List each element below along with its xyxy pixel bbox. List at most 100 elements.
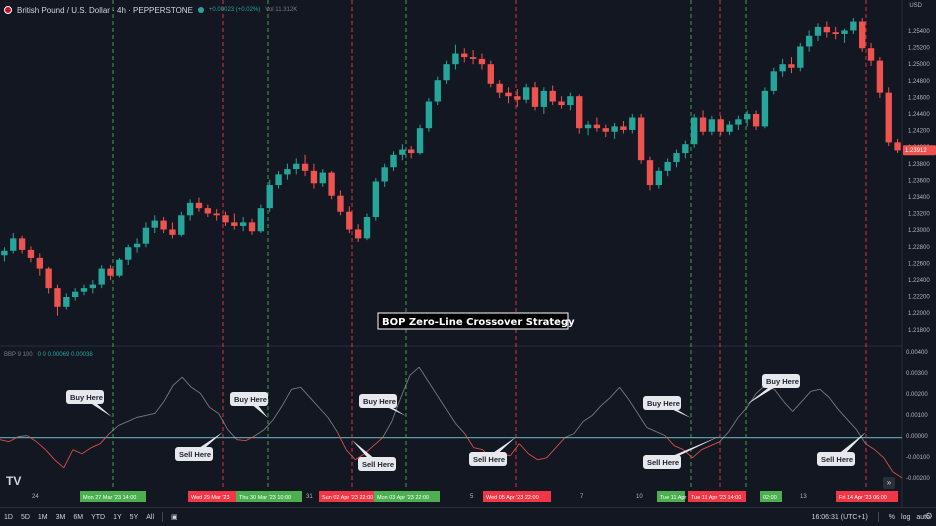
sell-callout[interactable] xyxy=(358,457,396,471)
candle-up[interactable] xyxy=(814,26,822,36)
candle-up[interactable] xyxy=(841,30,848,34)
candle-down[interactable] xyxy=(231,222,238,226)
candle-up[interactable] xyxy=(744,113,751,120)
candle-down[interactable] xyxy=(867,48,875,61)
scroll-to-realtime-icon[interactable]: » xyxy=(883,477,895,489)
candle-down[interactable] xyxy=(832,32,839,34)
candle-down[interactable] xyxy=(514,96,521,100)
candle-up[interactable] xyxy=(363,217,371,239)
buy-date-tag[interactable] xyxy=(374,491,440,502)
indicator-name[interactable]: BBP 9 100 xyxy=(4,352,33,358)
candle-down[interactable] xyxy=(717,119,724,132)
candle-up[interactable] xyxy=(142,227,150,244)
candle-up[interactable] xyxy=(522,87,530,100)
sell-date-tag[interactable] xyxy=(483,491,551,502)
candle-up[interactable] xyxy=(584,124,592,129)
candle-down[interactable] xyxy=(248,222,256,232)
range-5d-button[interactable]: 5D xyxy=(20,513,30,521)
candle-down[interactable] xyxy=(593,124,601,129)
buy-date-tag[interactable] xyxy=(657,491,685,502)
candle-down[interactable] xyxy=(469,57,477,59)
candle-down[interactable] xyxy=(699,117,707,132)
candle-up[interactable] xyxy=(655,170,662,186)
candle-up[interactable] xyxy=(133,243,141,248)
candle-down[interactable] xyxy=(487,64,494,84)
candle-down[interactable] xyxy=(549,90,556,102)
candle-down[interactable] xyxy=(505,92,512,97)
candle-up[interactable] xyxy=(151,220,158,228)
candle-up[interactable] xyxy=(293,163,300,170)
candle-up[interactable] xyxy=(691,117,698,145)
candle-down[interactable] xyxy=(346,211,353,230)
candle-down[interactable] xyxy=(646,160,654,186)
range-1m-button[interactable]: 1M xyxy=(37,513,48,521)
candle-up[interactable] xyxy=(319,172,326,184)
buy-date-tag[interactable] xyxy=(760,491,782,502)
candle-up[interactable] xyxy=(540,90,548,107)
candle-up[interactable] xyxy=(567,96,574,106)
candle-down[interactable] xyxy=(222,215,229,223)
range-1d-button[interactable]: 1D xyxy=(4,513,13,521)
candle-up[interactable] xyxy=(443,64,450,81)
candle-up[interactable] xyxy=(611,126,618,132)
candle-up[interactable] xyxy=(1,250,8,256)
sell-callout[interactable] xyxy=(643,455,681,469)
candle-up[interactable] xyxy=(125,247,132,260)
candle-down[interactable] xyxy=(620,126,627,130)
candle-up[interactable] xyxy=(178,215,185,235)
candle-down[interactable] xyxy=(328,172,335,196)
candle-down[interactable] xyxy=(637,117,645,161)
indicator-legend[interactable]: BBP 9 100 0 0 0.00069 0.00038 xyxy=(4,352,93,358)
sell-callout[interactable] xyxy=(469,452,507,466)
candle-down[interactable] xyxy=(823,26,831,33)
candle-up[interactable] xyxy=(186,202,194,216)
sell-callout[interactable] xyxy=(175,447,213,461)
candle-down[interactable] xyxy=(752,113,760,127)
candle-down[interactable] xyxy=(876,60,884,93)
candle-down[interactable] xyxy=(859,21,866,49)
candle-down[interactable] xyxy=(461,53,468,58)
calendar-icon[interactable]: ▣ xyxy=(171,514,178,521)
range-6m-button[interactable]: 6M xyxy=(73,513,84,521)
candle-up[interactable] xyxy=(416,128,424,154)
candle-down[interactable] xyxy=(27,249,35,258)
candle-up[interactable] xyxy=(372,181,380,218)
current-price-tag[interactable] xyxy=(903,145,936,156)
sell-date-tag[interactable] xyxy=(319,491,376,502)
candle-up[interactable] xyxy=(682,144,689,154)
currency-label[interactable]: USD xyxy=(909,3,922,9)
candle-up[interactable] xyxy=(98,268,105,285)
tradingview-logo-icon[interactable]: TV xyxy=(6,474,22,488)
candle-down[interactable] xyxy=(54,288,61,307)
candle-down[interactable] xyxy=(408,149,415,154)
buy-callout[interactable] xyxy=(762,374,800,388)
candle-down[interactable] xyxy=(354,229,362,239)
candle-up[interactable] xyxy=(399,149,406,155)
candle-up[interactable] xyxy=(284,169,291,175)
range-all-button[interactable]: All xyxy=(146,513,155,521)
percent-toggle[interactable]: % xyxy=(888,513,896,521)
candle-up[interactable] xyxy=(266,185,273,209)
symbol-header[interactable]: British Pound / U.S. Dollar · 4h · PEPPE… xyxy=(4,3,297,17)
sell-callout[interactable] xyxy=(817,452,855,466)
candle-up[interactable] xyxy=(89,284,97,289)
candle-down[interactable] xyxy=(478,58,486,65)
candle-up[interactable] xyxy=(673,153,680,162)
candle-down[interactable] xyxy=(602,128,609,132)
candle-down[interactable] xyxy=(107,268,114,276)
settings-gear-icon[interactable]: ⚙ xyxy=(924,511,933,521)
candle-down[interactable] xyxy=(36,257,43,269)
range-ytd-button[interactable]: YTD xyxy=(91,513,106,521)
candle-up[interactable] xyxy=(850,21,857,31)
buy-callout[interactable] xyxy=(66,390,104,404)
candle-down[interactable] xyxy=(531,87,539,107)
candle-up[interactable] xyxy=(726,124,733,132)
candle-down[interactable] xyxy=(310,170,318,184)
sell-date-tag[interactable] xyxy=(188,491,236,502)
candle-up[interactable] xyxy=(80,288,88,292)
candle-down[interactable] xyxy=(337,195,344,212)
buy-callout[interactable] xyxy=(359,394,397,408)
candle-up[interactable] xyxy=(257,208,265,232)
candle-down[interactable] xyxy=(301,163,309,171)
candle-down[interactable] xyxy=(894,142,901,151)
